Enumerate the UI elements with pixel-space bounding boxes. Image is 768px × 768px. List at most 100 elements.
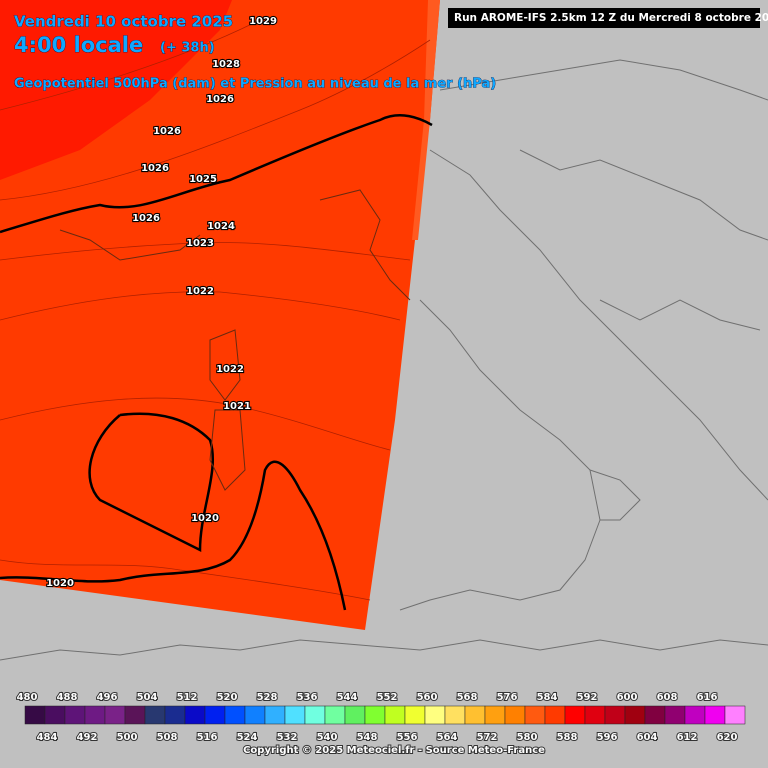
- scale-swatch: [384, 705, 406, 725]
- scale-label: 612: [677, 732, 698, 743]
- scale-swatch: [184, 705, 206, 725]
- coastlines: [59, 189, 411, 491]
- scale-label: 484: [37, 732, 58, 743]
- scale-swatch: [24, 705, 46, 725]
- scale-swatch: [264, 705, 286, 725]
- isobar-label: 1023: [186, 238, 214, 249]
- isobar-label: 1026: [132, 213, 160, 224]
- isobars: [0, 19, 431, 601]
- domain-field: [0, 0, 440, 630]
- scale-label: 480: [17, 692, 38, 703]
- scale-swatch: [224, 705, 246, 725]
- isobar-label: 1020: [191, 513, 219, 524]
- scale-label: 532: [277, 732, 298, 743]
- scale-label: 492: [77, 732, 98, 743]
- scale-label: 560: [417, 692, 438, 703]
- scale-swatch: [124, 705, 146, 725]
- domain-edge: [412, 0, 440, 240]
- scale-label: 528: [257, 692, 278, 703]
- scale-swatch: [284, 705, 306, 725]
- scale-label: 548: [357, 732, 378, 743]
- parameter: Geopotentiel 500hPa (dam) et Pression au…: [14, 77, 496, 92]
- scale-swatch: [404, 705, 426, 725]
- scale-label: 536: [297, 692, 318, 703]
- borders: [0, 59, 768, 661]
- scale-label: 500: [117, 732, 138, 743]
- scale-swatch: [204, 705, 226, 725]
- scale-swatch: [524, 705, 546, 725]
- scale-label: 520: [217, 692, 238, 703]
- color-scale: 480 484 488 492 496 500 504 508 512 516 520 524 528 5…: [16, 691, 746, 744]
- isobar-label: 1026: [141, 163, 169, 174]
- isobar-label: 1028: [212, 59, 240, 70]
- forecast-time: 4:00 locale: [14, 33, 143, 57]
- isobar-label: 1026: [153, 126, 181, 137]
- scale-label: 576: [497, 692, 518, 703]
- isobar-label: 1022: [216, 364, 244, 375]
- scale-label: 556: [397, 732, 418, 743]
- scale-label: 524: [237, 732, 258, 743]
- scale-swatch: [344, 705, 366, 725]
- isobar-label: 1022: [186, 286, 214, 297]
- isobar-label: 1020: [46, 578, 74, 589]
- domain-field-high: [0, 0, 232, 180]
- scale-label: 620: [717, 732, 738, 743]
- scale-swatch: [304, 705, 326, 725]
- scale-label: 580: [517, 732, 538, 743]
- isobar-label: 1025: [189, 174, 217, 185]
- copyright: Copyright © 2025 Meteociel.fr - Source M…: [243, 745, 545, 756]
- isobar-label: 1024: [207, 221, 235, 232]
- forecast-date: Vendredi 10 octobre 2025: [14, 13, 233, 31]
- scale-swatch: [424, 705, 446, 725]
- scale-label: 584: [537, 692, 558, 703]
- scale-swatch: [44, 705, 66, 725]
- scale-swatch: [444, 705, 466, 725]
- scale-swatch: [584, 705, 606, 725]
- scale-label: 608: [657, 692, 678, 703]
- isobar-label: 1029: [249, 16, 277, 27]
- lead-time: (+ 38h): [160, 41, 215, 56]
- scale-swatch: [724, 705, 746, 725]
- run-info: Run AROME-IFS 2.5km 12 Z du Mercredi 8 o…: [454, 12, 768, 24]
- scale-label: 512: [177, 692, 198, 703]
- scale-label: 600: [617, 692, 638, 703]
- scale-swatch: [544, 705, 566, 725]
- scale-swatch: [484, 705, 506, 725]
- geopotential-contour: [0, 114, 433, 611]
- scale-swatch: [704, 705, 726, 725]
- scale-label: 504: [137, 692, 158, 703]
- scale-label: 604: [637, 732, 658, 743]
- scale-label: 588: [557, 732, 578, 743]
- scale-swatch: [104, 705, 126, 725]
- scale-swatch: [144, 705, 166, 725]
- scale-swatch: [364, 705, 386, 725]
- scale-label: 596: [597, 732, 618, 743]
- scale-swatch: [644, 705, 666, 725]
- scale-label: 552: [377, 692, 398, 703]
- scale-swatch: [684, 705, 706, 725]
- scale-label: 572: [477, 732, 498, 743]
- scale-label: 564: [437, 732, 458, 743]
- isobar-labels: 1029 1028 1026 1026 1026 1025 1026 1024 1023 1022…: [45, 15, 278, 590]
- scale-label: 568: [457, 692, 478, 703]
- scale-label: 516: [197, 732, 218, 743]
- scale-label: 544: [337, 692, 358, 703]
- scale-swatch: [164, 705, 186, 725]
- scale-swatch: [504, 705, 526, 725]
- scale-label: 488: [57, 692, 78, 703]
- scale-label: 540: [317, 732, 338, 743]
- scale-label: 592: [577, 692, 598, 703]
- scale-swatch: [244, 705, 266, 725]
- scale-label: 508: [157, 732, 178, 743]
- scale-swatch: [464, 705, 486, 725]
- scale-label: 496: [97, 692, 118, 703]
- scale-swatch: [64, 705, 86, 725]
- scale-swatch: [604, 705, 626, 725]
- scale-label: 616: [697, 692, 718, 703]
- scale-swatch: [324, 705, 346, 725]
- isobar-label: 1026: [206, 94, 234, 105]
- scale-swatch: [664, 705, 686, 725]
- isobar-label: 1021: [223, 401, 251, 412]
